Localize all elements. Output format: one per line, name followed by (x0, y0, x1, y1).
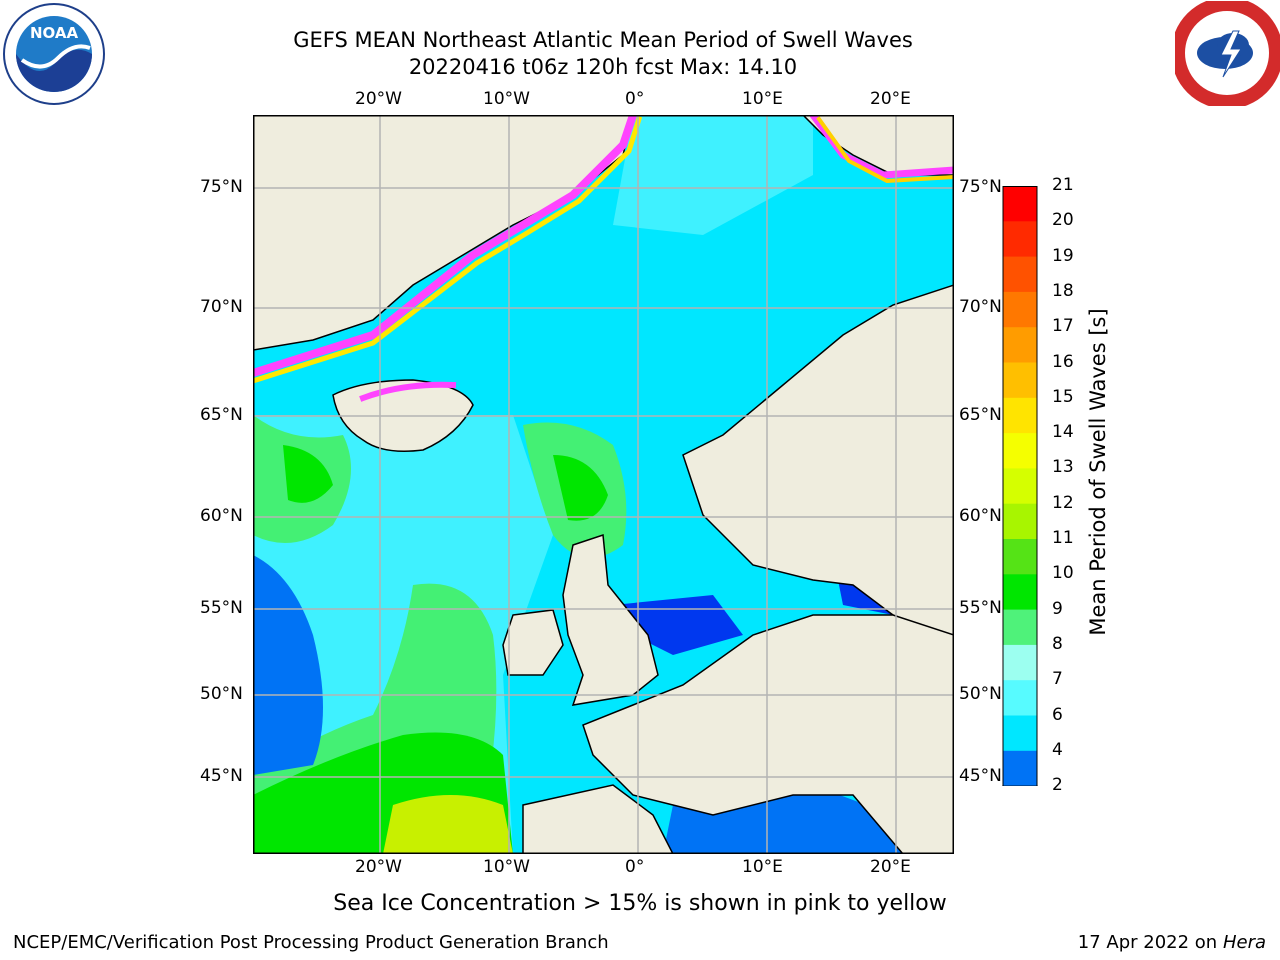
colorbar-segment (1003, 186, 1037, 222)
colorbar-segment (1003, 221, 1037, 258)
colorbar-segment (1003, 468, 1037, 505)
lon-label-bottom-0: 0° (625, 857, 645, 877)
lat-label-right-55n: 55°N (959, 598, 1002, 618)
swell-period-map (247, 109, 958, 855)
lat-label-left-50n: 50°N (200, 684, 243, 704)
colorbar-segment (1003, 362, 1037, 399)
chart-title-line2: 20220416 t06z 120h fcst Max: 14.10 (408, 55, 798, 79)
colorbar-tick-label: 10 (1052, 563, 1074, 584)
colorbar-tick-label: 13 (1052, 457, 1074, 478)
noaa-logo: NOAA (2, 2, 106, 106)
continental-europe (582, 614, 955, 855)
colorbar-segment (1003, 609, 1037, 646)
colorbar-ticks: 21 20 19 18 17 16 15 14 13 12 11 10 9 8 7 6 4 2 (1052, 0, 1092, 960)
lat-label-left-60n: 60°N (200, 506, 243, 526)
lon-label-bottom-10e: 10°E (742, 857, 783, 877)
colorbar-tick-label: 18 (1052, 280, 1074, 301)
swell-blue-area (253, 555, 323, 775)
swell-lime-area (553, 455, 608, 521)
lat-label-left-75n: 75°N (200, 177, 243, 197)
colorbar-segment (1003, 256, 1037, 293)
lat-label-right-60n: 60°N (959, 506, 1002, 526)
lon-label-bottom-10w: 10°W (483, 857, 530, 877)
footer-date: 17 Apr 2022 on Hera (1078, 932, 1266, 953)
colorbar-tick-label: 8 (1052, 633, 1063, 654)
colorbar-tick-label: 19 (1052, 245, 1074, 266)
colorbar-tick-label: 17 (1052, 316, 1074, 337)
colorbar-tick-label: 4 (1052, 739, 1063, 760)
colorbar-segment (1003, 644, 1037, 681)
graticule (253, 115, 954, 854)
colorbar-segment (1003, 680, 1037, 716)
lat-label-right-50n: 50°N (959, 684, 1002, 704)
colorbar-segment (1003, 715, 1037, 752)
lat-label-right-45n: 45°N (959, 766, 1002, 786)
iberia (522, 784, 675, 855)
lon-label-top-10e: 10°E (742, 89, 783, 109)
swell-yellow-area (383, 795, 513, 854)
colorbar-tick-label: 12 (1052, 492, 1074, 513)
colorbar-tick-label: 6 (1052, 704, 1063, 725)
colorbar (1000, 186, 1042, 818)
svg-text:NOAA: NOAA (30, 24, 79, 42)
colorbar-segment (1003, 291, 1037, 328)
colorbar-segment (1003, 397, 1037, 434)
colorbar-tick-label: 15 (1052, 386, 1074, 407)
lon-label-top-10w: 10°W (483, 89, 530, 109)
lat-label-right-70n: 70°N (959, 297, 1002, 317)
footer-branch: NCEP/EMC/Verification Post Processing Pr… (13, 932, 609, 953)
colorbar-tick-label: 7 (1052, 669, 1063, 690)
land (252, 114, 955, 855)
map-frame (253, 115, 954, 854)
sea-ice-note: Sea Ice Concentration > 15% is shown in … (333, 891, 947, 916)
lat-label-left-45n: 45°N (200, 766, 243, 786)
colorbar-tick-label: 21 (1052, 175, 1074, 195)
ireland (502, 609, 564, 676)
swell-light-patch (613, 115, 813, 235)
nws-logo (1171, 0, 1280, 109)
lon-label-top-20e: 20°E (870, 89, 911, 109)
colorbar-tick-label: 11 (1052, 528, 1074, 548)
lat-label-left-65n: 65°N (200, 405, 243, 425)
lat-label-right-75n: 75°N (959, 177, 1002, 197)
footer-host: Hera (1222, 932, 1266, 953)
colorbar-tick-label: 20 (1052, 210, 1074, 231)
lon-label-bottom-20w: 20°W (355, 857, 402, 877)
colorbar-label: Mean Period of Swell Waves [s] (1086, 308, 1110, 636)
colorbar-tick-label: 2 (1052, 775, 1063, 796)
sea-ice-edge (247, 109, 958, 402)
colorbar-tick-label: 14 (1052, 422, 1074, 443)
swell-lime-area (283, 445, 333, 503)
lon-label-bottom-20e: 20°E (870, 857, 911, 877)
lat-label-right-65n: 65°N (959, 405, 1002, 425)
lon-label-top-20w: 20°W (355, 89, 402, 109)
lon-label-top-0: 0° (625, 89, 645, 109)
colorbar-tick-label: 16 (1052, 351, 1074, 372)
chart-title-line1: GEFS MEAN Northeast Atlantic Mean Period… (293, 28, 913, 52)
colorbar-segment (1003, 327, 1037, 363)
lat-label-left-55n: 55°N (200, 598, 243, 618)
colorbar-segment (1003, 503, 1037, 540)
lat-label-left-70n: 70°N (200, 297, 243, 317)
colorbar-segment (1003, 574, 1037, 611)
colorbar-segment (1003, 433, 1037, 469)
colorbar-segment (1003, 539, 1037, 575)
colorbar-tick-label: 9 (1052, 598, 1063, 619)
footer-date-text: 17 Apr 2022 on (1077, 932, 1223, 953)
colorbar-segment (1003, 750, 1037, 787)
